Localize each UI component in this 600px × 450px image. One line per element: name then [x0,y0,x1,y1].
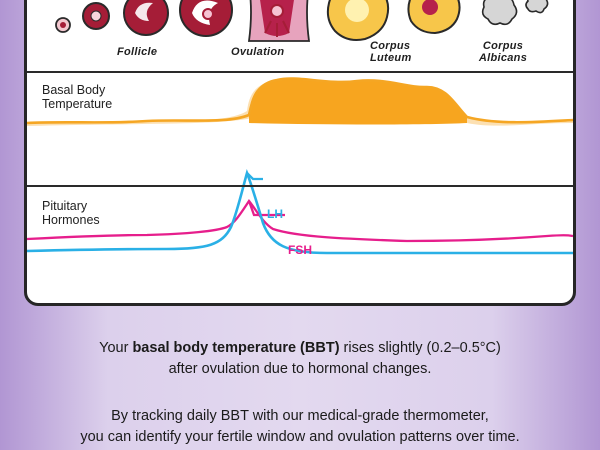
stage-label-follicle: Follicle [117,46,158,58]
caption-line3: By tracking daily BBT with our medical-g… [111,408,489,424]
hormones-label-line1: Pituitary [42,199,88,213]
caption-paragraph-1: Your basal body temperature (BBT) rises … [0,338,600,380]
lh-curve [27,168,573,255]
corpus-luteum-line1: Corpus [370,40,411,52]
bbt-label-line2: Temperature [42,97,113,111]
stage-label-corpus-albicans: Corpus Albicans [475,40,531,64]
stage-label-corpus-luteum: Corpus Luteum [370,40,412,64]
lh-label: LH [267,207,283,221]
bbt-row-label: Basal Body Temperature [42,83,112,111]
corpus-luteum-line2: Luteum [370,52,412,64]
lh-leader [246,172,263,181]
caption-line1-post: rises slightly (0.2–0.5°C) [339,340,501,356]
cycle-diagram-svg [27,0,573,255]
cycle-diagram-panel: Follicle Ovulation Corpus Luteum Corpus … [24,0,576,306]
corpus-albicans-icons [481,0,549,26]
bbt-divider [27,185,573,187]
corpus-albicans-line2: Albicans [478,52,528,64]
caption-line4: you can identify your fertile window and… [80,429,520,445]
bbt-label-line1: Basal Body [42,83,106,97]
caption-line1-pre: Your [99,340,133,356]
caption-paragraph-2: By tracking daily BBT with our medical-g… [0,406,600,448]
bbt-curve [27,77,573,125]
fsh-curve [27,199,573,243]
ovulation-icon [247,0,311,42]
fsh-label: FSH [288,243,312,257]
fsh-leader [247,200,285,217]
follicle-stage-icons [55,0,233,37]
caption-line2: after ovulation due to hormonal changes. [168,361,432,377]
hormones-row-label: Pituitary Hormones [42,199,100,227]
caption-line1-bold: basal body temperature (BBT) [132,340,340,356]
corpus-luteum-icons [326,0,461,41]
bbt-area [249,78,467,125]
hormones-label-line2: Hormones [42,213,100,227]
corpus-albicans-line1: Corpus [482,40,524,52]
stage-label-ovulation: Ovulation [231,46,285,58]
stage-divider [27,71,573,73]
